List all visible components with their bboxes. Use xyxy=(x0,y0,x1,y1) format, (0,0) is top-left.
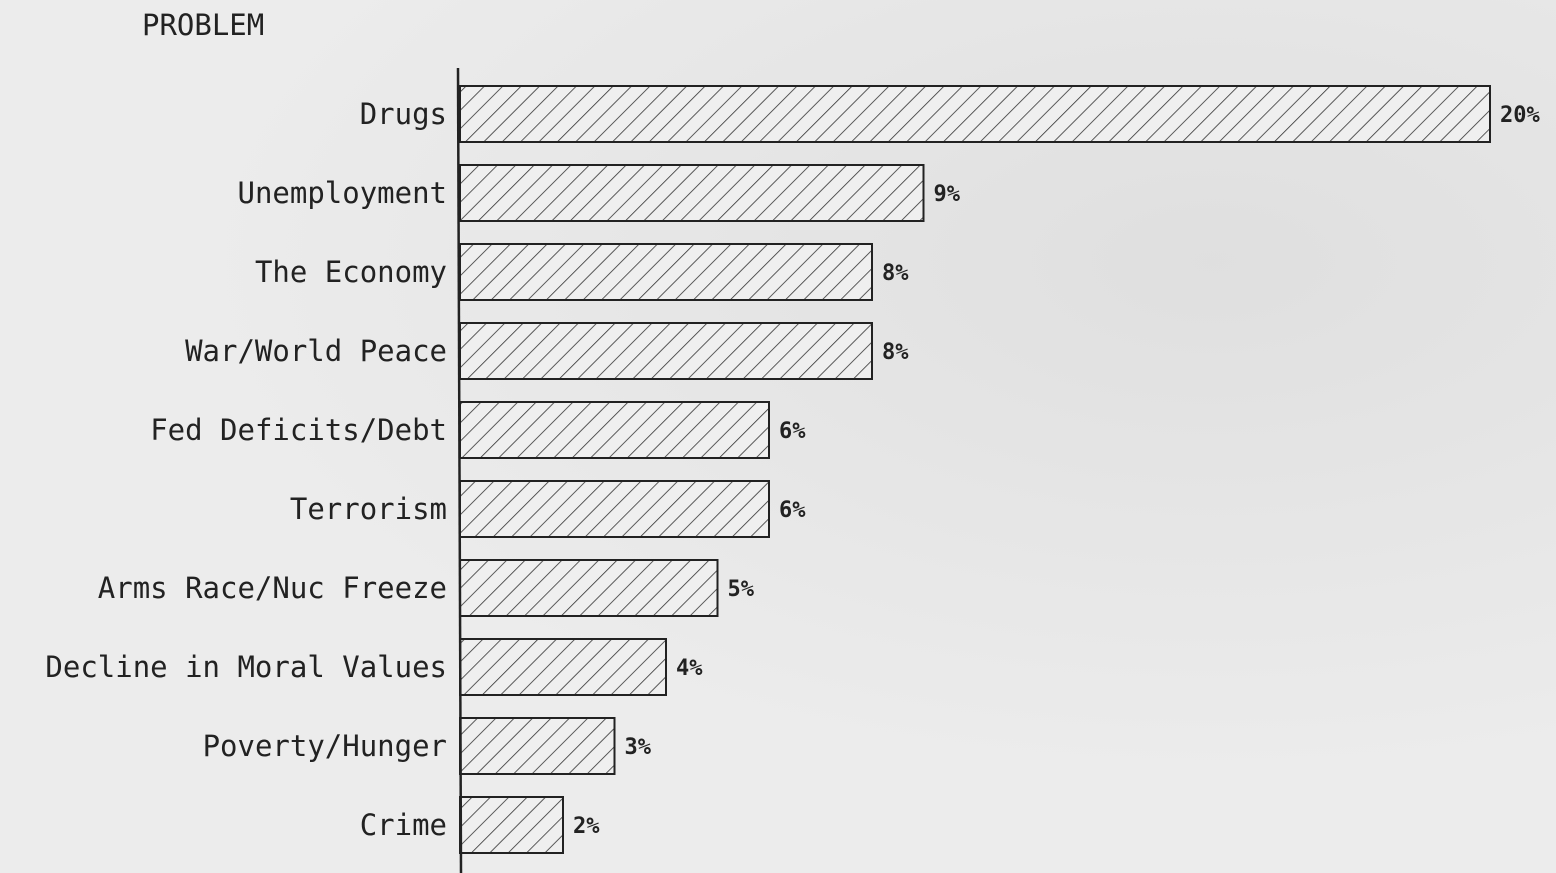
bar-war-world-peace xyxy=(459,322,873,380)
bar-the-economy xyxy=(459,243,873,301)
value-label: 5% xyxy=(728,577,755,602)
category-label: Arms Race/Nuc Freeze xyxy=(98,571,447,605)
category-label: Crime xyxy=(360,808,447,842)
category-label: Poverty/Hunger xyxy=(203,729,447,763)
category-label: War/World Peace xyxy=(185,334,447,368)
value-label: 2% xyxy=(573,814,600,839)
category-label: Terrorism xyxy=(290,492,447,526)
chart-title: PROBLEM xyxy=(142,8,264,42)
value-label: 8% xyxy=(882,340,909,365)
y-axis-line xyxy=(456,67,463,873)
value-label: 9% xyxy=(934,182,961,207)
bar-terrorism xyxy=(459,480,770,538)
category-label: Drugs xyxy=(360,97,447,131)
bar-arms-race-nuc-freeze xyxy=(459,559,719,617)
bar-drugs xyxy=(459,85,1491,143)
category-label: The Economy xyxy=(255,255,447,289)
value-label: 4% xyxy=(676,656,703,681)
category-label: Fed Deficits/Debt xyxy=(150,413,447,447)
bar-crime xyxy=(459,796,564,854)
category-label: Unemployment xyxy=(237,176,447,210)
bars-layer: Drugs 20% Unemployment 9% The Economy 8% War/W… xyxy=(45,85,1540,854)
category-label: Decline in Moral Values xyxy=(45,650,447,684)
value-label: 3% xyxy=(625,735,652,760)
bar-unemployment xyxy=(459,164,925,222)
bar-poverty-hunger xyxy=(459,717,616,775)
value-label: 6% xyxy=(779,498,806,523)
value-label: 20% xyxy=(1500,103,1540,128)
bar-decline-in-moral-values xyxy=(459,638,667,696)
value-label: 6% xyxy=(779,419,806,444)
value-label: 8% xyxy=(882,261,909,286)
bar-fed-deficits-debt xyxy=(459,401,770,459)
